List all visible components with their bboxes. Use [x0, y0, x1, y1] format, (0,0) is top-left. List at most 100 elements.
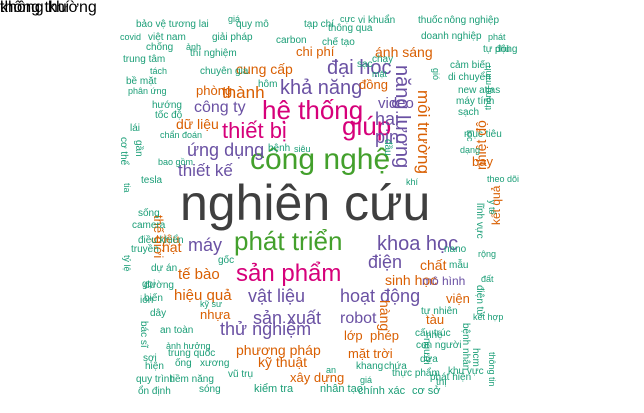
cloud-word: đồng: [359, 77, 388, 92]
cloud-word: camera: [132, 220, 166, 231]
cloud-word: bác sĩ: [138, 321, 149, 348]
cloud-word: pin: [375, 127, 400, 147]
cloud-word: viện: [446, 291, 470, 306]
cloud-word: cung cấp: [236, 61, 293, 77]
cloud-word: thiết bị: [222, 118, 287, 143]
cloud-word: vi khuẩn: [358, 15, 396, 26]
cloud-word: thuốc: [418, 15, 443, 26]
cloud-word: chất: [420, 257, 447, 273]
cloud-word: video: [378, 95, 414, 112]
cloud-word: siêu: [294, 144, 311, 154]
cloud-word: tốc độ: [155, 110, 183, 121]
cloud-word: khu vực: [448, 366, 484, 377]
cloud-word: hiện: [145, 361, 164, 372]
cloud-word: thí nghiệm: [190, 48, 237, 59]
cloud-word: đất: [481, 274, 494, 284]
cloud-word: nano: [444, 244, 467, 255]
cloud-word: điều khiển: [138, 235, 184, 246]
cloud-word: chứa: [384, 361, 407, 372]
cloud-word: mẫu: [449, 260, 469, 271]
cloud-word: di chuyển: [448, 72, 491, 83]
cloud-word: nhân tạo: [320, 383, 363, 395]
cloud-word: đại học: [327, 57, 392, 79]
cloud-word: dây: [150, 308, 167, 319]
cloud-word: tự nhiên: [421, 306, 458, 317]
cloud-word: kỹ thuật: [258, 354, 308, 370]
cloud-word: công nghệ: [250, 143, 391, 176]
cloud-word: rộng: [478, 249, 497, 259]
cloud-word: dựa: [420, 354, 438, 365]
cloud-word: ảnh: [186, 42, 202, 52]
cloud-word: sản phẩm: [236, 260, 342, 287]
cloud-word: vật liệu: [248, 286, 306, 306]
cloud-word: dạng: [460, 145, 481, 155]
cloud-word: con người: [416, 340, 462, 351]
cloud-word: sống: [138, 208, 160, 219]
cloud-word: giúp: [342, 111, 392, 141]
cloud-word: sạch: [458, 107, 480, 118]
cloud-word: thành: [222, 83, 265, 102]
cloud-word: mô hình: [422, 274, 466, 288]
cloud-word: hàng: [377, 300, 393, 332]
cloud-word: carbon: [276, 35, 307, 46]
cloud-word: mặt: [372, 69, 388, 79]
cloud-word: lái: [130, 123, 141, 134]
cloud-word: kỹ sư: [200, 299, 223, 309]
cloud-word: khả năng: [280, 77, 363, 99]
cloud-word: thông qua: [328, 23, 373, 34]
cloud-word: thực phẩm: [392, 368, 440, 379]
cloud-word: khoa học: [377, 233, 459, 255]
cloud-word: ion: [140, 295, 154, 306]
cloud-word: đường: [144, 280, 174, 291]
cloud-word: hai: [375, 109, 400, 129]
cloud-word: xây dựng: [290, 370, 345, 385]
cloud-word: sạc: [357, 59, 373, 70]
cloud-word: tách: [150, 66, 168, 76]
cloud-word: hôm: [258, 79, 278, 90]
cloud-word: nghiên cứu: [180, 175, 431, 231]
cloud-word: môi trường: [414, 90, 433, 174]
cloud-word: sợi: [143, 353, 157, 364]
cloud-word: chẩn đoán: [160, 130, 203, 140]
cloud-word: gọi: [142, 279, 156, 290]
cloud-word: phân ứng: [128, 86, 167, 96]
cloud-word: tàu: [426, 312, 445, 327]
cloud-word: ánh sáng: [375, 44, 433, 60]
cloud-word: tesla: [141, 175, 163, 186]
cloud-word: gió: [431, 68, 441, 81]
cloud-word: cực: [340, 14, 356, 24]
cloud-word: hoạt động: [340, 286, 421, 306]
cloud-word: máy: [188, 235, 223, 255]
cloud-word: kiểm tra: [254, 383, 294, 395]
cloud-word: chính xác: [358, 385, 406, 397]
cloud-word: nhẹ: [426, 330, 443, 341]
cloud-word: sóng: [199, 384, 221, 395]
cloud-word: an: [326, 365, 337, 375]
cloud-word: quy mô: [236, 19, 269, 30]
cloud-word: chuyên gia: [200, 66, 249, 77]
cloud-word: sản xuất: [253, 308, 322, 328]
cloud-word: kết hợp: [473, 312, 504, 322]
cloud-word: phép: [370, 328, 399, 343]
cloud-word: hạt: [162, 239, 182, 255]
cloud-word: covid: [120, 32, 142, 42]
cloud-word: tế bào: [178, 266, 220, 283]
cloud-word: nông nghiệp: [444, 15, 500, 26]
cloud-word: thị: [436, 377, 447, 388]
cloud-word: dự án: [151, 263, 178, 274]
cloud-word: bề mặt: [126, 76, 157, 87]
cloud-word: ứng dụng: [187, 140, 265, 160]
cloud-word: hiệu quả: [174, 287, 232, 304]
cloud-word: tia: [122, 183, 132, 193]
cloud-word: biến: [144, 293, 163, 304]
cloud-word: lĩnh vực: [474, 203, 485, 239]
cloud-word: tiềm năng: [170, 374, 214, 385]
cloud-word: lớp: [344, 328, 363, 343]
cloud-word: chạy: [372, 54, 394, 65]
cloud-word: thông tin: [487, 352, 497, 387]
cloud-word: bảo vệ tương lai: [136, 19, 209, 30]
cloud-word: máy tính: [456, 96, 495, 107]
cloud-word: chi phí: [296, 44, 335, 59]
cloud-word: phát hiện: [430, 372, 472, 383]
